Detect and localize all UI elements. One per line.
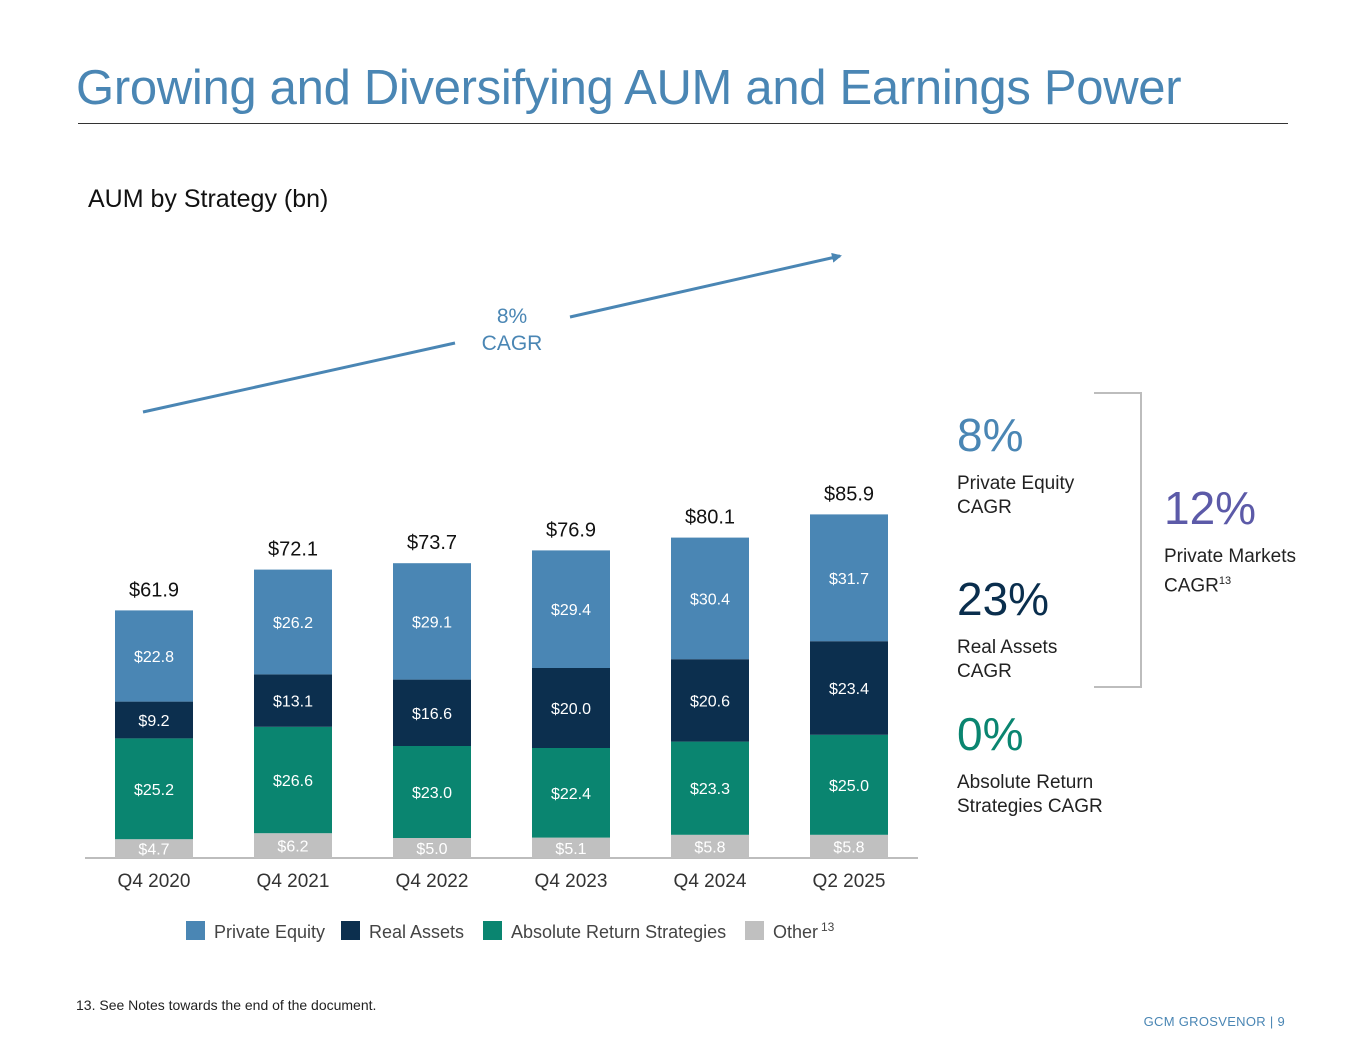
data-label-other-q2-2025: $5.8 <box>833 839 864 856</box>
x-tick-label-q4-2024: Q4 2024 <box>674 871 747 892</box>
bar-real-assets-q4-2024 <box>671 659 749 742</box>
trend-label-value: 8% <box>497 305 527 328</box>
bar-real-assets-q4-2023 <box>532 668 610 748</box>
stat-private-equity: 8% Private Equity CAGR <box>957 412 1074 520</box>
total-label-q4-2020: $61.9 <box>129 579 179 601</box>
data-label-other-q4-2020: $4.7 <box>138 842 169 859</box>
total-label-q2-2025: $85.9 <box>824 483 874 505</box>
title-divider <box>78 123 1288 124</box>
data-label-absolute-return-strategies-q4-2024: $23.3 <box>690 781 730 798</box>
footnote: 13. See Notes towards the end of the doc… <box>76 997 377 1013</box>
data-label-private-equity-q4-2024: $30.4 <box>690 591 730 608</box>
data-label-real-assets-q4-2020: $9.2 <box>138 713 169 730</box>
data-label-other-q4-2021: $6.2 <box>277 839 308 856</box>
total-label-q4-2022: $73.7 <box>407 532 457 554</box>
bar-private-equity-q4-2023 <box>532 550 610 668</box>
bar-other-q2-2025 <box>810 834 888 858</box>
trend-arrow-right <box>569 252 842 319</box>
bar-absolute-return-strategies-q4-2021 <box>254 726 332 834</box>
data-label-real-assets-q4-2023: $20.0 <box>551 701 591 718</box>
trend-line-left <box>142 341 456 414</box>
data-label-real-assets-q4-2024: $20.6 <box>690 693 730 710</box>
x-tick-label-q4-2020: Q4 2020 <box>118 871 191 892</box>
page-title: Growing and Diversifying AUM and Earning… <box>76 61 1182 115</box>
x-tick-label-q4-2022: Q4 2022 <box>396 871 469 892</box>
bar-private-equity-q4-2024 <box>671 537 749 660</box>
legend-swatch-private-equity <box>186 921 205 940</box>
bar-absolute-return-strategies-q4-2024 <box>671 741 749 835</box>
data-label-private-equity-q4-2020: $22.8 <box>134 649 174 666</box>
bar-private-equity-q4-2021 <box>254 569 332 675</box>
data-label-other-q4-2024: $5.8 <box>694 839 725 856</box>
data-label-private-equity-q2-2025: $31.7 <box>829 571 869 588</box>
bar-absolute-return-strategies-q2-2025 <box>810 734 888 835</box>
legend-swatch-absolute-return-strategies <box>483 921 502 940</box>
data-label-private-equity-q4-2021: $26.2 <box>273 615 313 632</box>
legend-label-real-assets: Real Assets <box>369 922 464 942</box>
stat-absolute-return: 0% Absolute Return Strategies CAGR <box>957 711 1103 819</box>
bar-other-q4-2020 <box>115 839 193 858</box>
bar-absolute-return-strategies-q4-2020 <box>115 738 193 840</box>
legend-note-other: 13 <box>821 920 835 934</box>
legend-label-absolute-return-strategies: Absolute Return Strategies <box>511 922 726 942</box>
data-label-real-assets-q4-2021: $13.1 <box>273 694 313 711</box>
data-label-absolute-return-strategies-q4-2020: $25.2 <box>134 782 174 799</box>
stat-private-markets-value: 12% <box>1164 482 1257 534</box>
data-label-absolute-return-strategies-q4-2022: $23.0 <box>412 785 452 802</box>
legend-swatch-other <box>745 921 764 940</box>
total-label-q4-2021: $72.1 <box>268 539 318 561</box>
bar-absolute-return-strategies-q4-2022 <box>393 746 471 838</box>
data-label-absolute-return-strategies-q4-2023: $22.4 <box>551 786 591 803</box>
stat-private-markets-label: Private Markets CAGR13 <box>1164 546 1296 597</box>
private-markets-bracket <box>1094 392 1142 688</box>
bar-real-assets-q4-2020 <box>115 701 193 739</box>
data-label-real-assets-q2-2025: $23.4 <box>829 681 869 698</box>
legend-label-other: Other <box>773 922 818 942</box>
data-label-absolute-return-strategies-q2-2025: $25.0 <box>829 778 869 795</box>
stat-real-assets-value: 23% <box>957 573 1050 625</box>
data-label-absolute-return-strategies-q4-2021: $26.6 <box>273 773 313 790</box>
bar-private-equity-q4-2022 <box>393 563 471 680</box>
trend-label-text: CAGR <box>482 332 543 355</box>
stat-real-assets-label: Real Assets CAGR <box>957 637 1058 682</box>
chart-subtitle: AUM by Strategy (bn) <box>88 185 329 213</box>
stat-private-equity-value: 8% <box>957 409 1024 461</box>
bar-other-q4-2021 <box>254 833 332 858</box>
x-tick-label-q2-2025: Q2 2025 <box>813 871 886 892</box>
data-label-private-equity-q4-2022: $29.1 <box>412 614 452 631</box>
bar-real-assets-q2-2025 <box>810 641 888 735</box>
legend-swatch-real-assets <box>341 921 360 940</box>
bar-private-equity-q2-2025 <box>810 514 888 642</box>
bar-real-assets-q4-2022 <box>393 679 471 746</box>
x-tick-label-q4-2023: Q4 2023 <box>535 871 608 892</box>
bar-other-q4-2024 <box>671 834 749 858</box>
bar-real-assets-q4-2021 <box>254 674 332 727</box>
bar-other-q4-2023 <box>532 837 610 858</box>
stat-absolute-return-value: 0% <box>957 708 1024 760</box>
stat-private-equity-label: Private Equity CAGR <box>957 473 1075 518</box>
data-label-real-assets-q4-2022: $16.6 <box>412 706 452 723</box>
bar-absolute-return-strategies-q4-2023 <box>532 748 610 838</box>
total-label-q4-2024: $80.1 <box>685 507 735 529</box>
legend-label-private-equity: Private Equity <box>214 922 325 942</box>
data-label-other-q4-2022: $5.0 <box>416 841 447 858</box>
footer-page-number: GCM GROSVENOR | 9 <box>1143 1014 1285 1029</box>
bar-private-equity-q4-2020 <box>115 610 193 702</box>
bar-other-q4-2022 <box>393 838 471 858</box>
stat-private-markets: 12% Private Markets CAGR13 <box>1164 485 1296 598</box>
data-label-private-equity-q4-2023: $29.4 <box>551 602 591 619</box>
data-label-other-q4-2023: $5.1 <box>555 841 586 858</box>
x-tick-label-q4-2021: Q4 2021 <box>257 871 330 892</box>
stat-real-assets: 23% Real Assets CAGR <box>957 576 1057 684</box>
total-label-q4-2023: $76.9 <box>546 519 596 541</box>
stat-absolute-return-label: Absolute Return Strategies CAGR <box>957 772 1103 817</box>
